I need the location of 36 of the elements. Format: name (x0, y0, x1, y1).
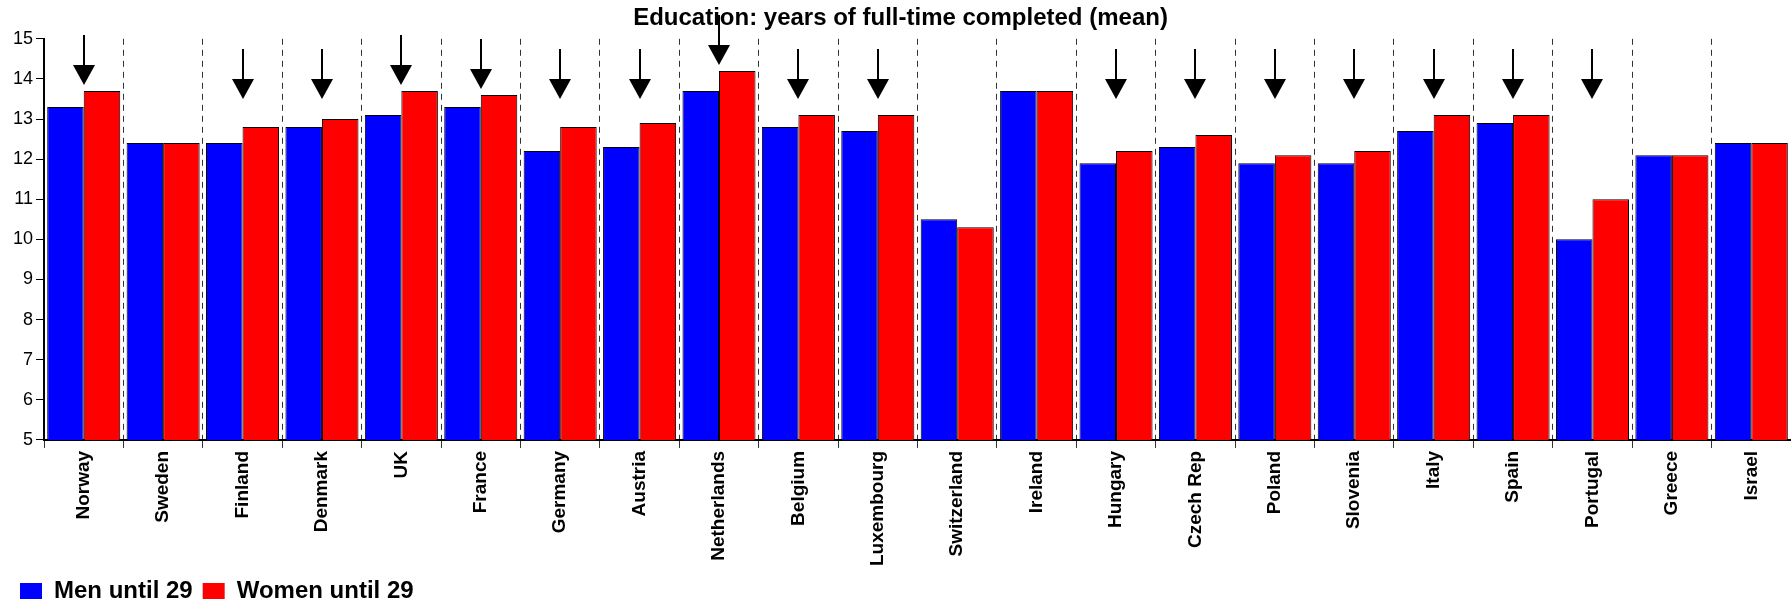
x-tick-label: Hungary (1104, 450, 1126, 529)
x-tick-label: Spain (1501, 450, 1523, 503)
y-tick-label: 9 (23, 268, 34, 289)
y-tick-label: 14 (12, 67, 34, 88)
x-tick-label: Czech Rep (1183, 450, 1205, 549)
x-tick-label: Portugal (1580, 450, 1602, 528)
x-tick-label: Italy (1421, 450, 1443, 489)
y-tick-label: 11 (14, 188, 34, 209)
x-tick-label: Finland (230, 450, 252, 519)
x-tick-label: Israel (1739, 450, 1761, 501)
x-tick-label: Norway (71, 450, 93, 520)
y-tick-label: 12 (12, 148, 34, 169)
chart-title: Education: years of full-time completed (mean) (633, 3, 1168, 31)
x-tick-label: Greece (1660, 450, 1682, 516)
x-tick-label: Switzerland (945, 450, 967, 557)
y-tick-label: 5 (23, 428, 34, 449)
x-tick-label: Denmark (310, 450, 332, 533)
x-tick-label: Luxembourg (866, 450, 888, 566)
y-tick-label: 15 (12, 27, 34, 48)
legend-label: Women until 29 (236, 575, 414, 603)
x-tick-label: Slovenia (1342, 450, 1364, 530)
x-tick-label: Poland (1263, 450, 1285, 515)
y-tick-label: 13 (12, 108, 34, 128)
x-tick-label: UK (389, 450, 411, 479)
x-tick-label: France (469, 450, 490, 514)
x-tick-label: Ireland (1024, 450, 1046, 514)
x-tick-label: Austria (627, 450, 649, 517)
y-tick-label: 10 (12, 228, 34, 249)
y-tick-label: 8 (23, 308, 34, 329)
x-tick-label: Belgium (786, 450, 808, 526)
legend-label: Men until 29 (54, 575, 193, 603)
y-tick-label: 7 (23, 348, 34, 369)
x-tick-label: Sweden (151, 450, 173, 523)
x-tick-label: Netherlands (707, 450, 729, 561)
y-tick-label: 6 (23, 388, 34, 409)
x-tick-label: Germany (548, 450, 570, 534)
